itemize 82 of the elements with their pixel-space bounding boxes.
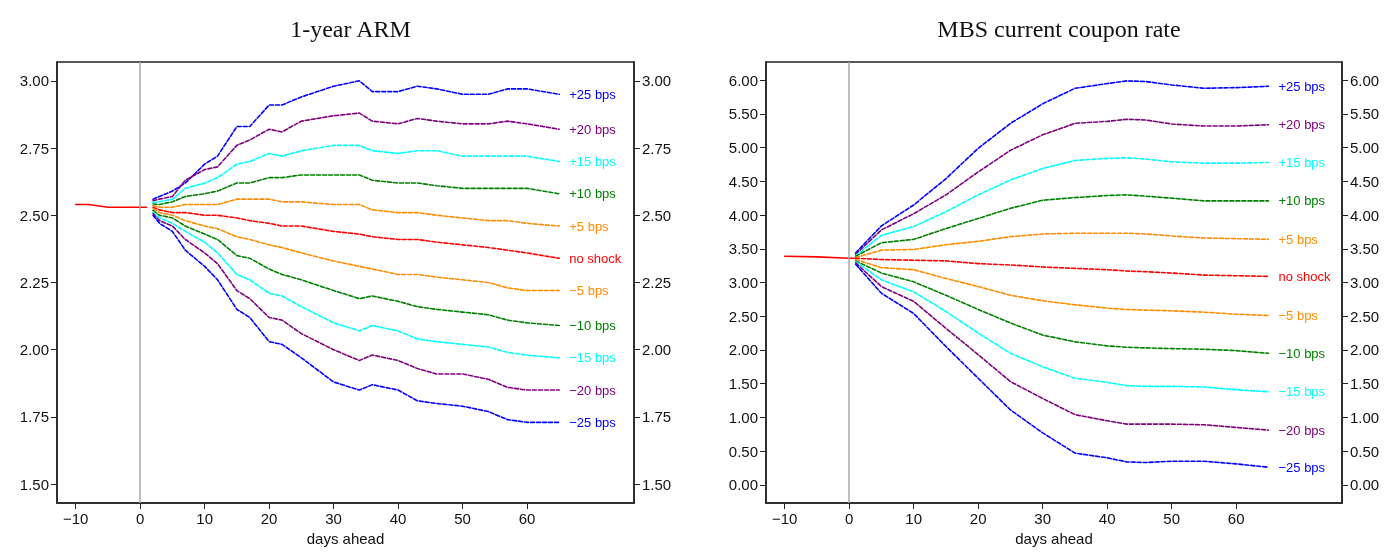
x-axis-title: days ahead: [306, 529, 385, 547]
y-tick-label: 0.00: [728, 476, 758, 494]
y-tick-label: 3.00: [19, 72, 49, 90]
y-tick-label: 5.50: [728, 105, 758, 123]
y-tick-label: 1.00: [728, 408, 758, 426]
y2-tick-label: 1.00: [1350, 408, 1380, 426]
series-label: −20 bps: [569, 382, 617, 398]
series-label: +15 bps: [569, 153, 617, 169]
series-label: −10 bps: [1278, 345, 1326, 361]
series-label: −5 bps: [569, 283, 610, 299]
series-label: +10 bps: [1278, 193, 1326, 209]
series-label: −5 bps: [1278, 308, 1319, 324]
x-tick-label: 10: [905, 510, 923, 527]
y2-tick-label: 4.50: [1350, 172, 1380, 190]
y2-tick-label: 3.00: [642, 72, 672, 90]
series-label: no shock: [1278, 268, 1331, 284]
y2-tick-label: 3.00: [1350, 274, 1380, 291]
y2-tick-label: 2.50: [1350, 307, 1380, 325]
series-label: +25 bps: [1278, 78, 1326, 94]
series-label: +25 bps: [569, 86, 617, 102]
x-tick-label: −10: [62, 510, 89, 527]
y-tick-label: 2.00: [19, 341, 49, 359]
series-label: −20 bps: [1278, 422, 1326, 438]
y2-tick-label: 2.75: [642, 139, 672, 157]
y2-tick-label: 5.50: [1350, 105, 1380, 123]
y2-tick-label: 5.00: [1350, 139, 1380, 157]
y2-tick-label: 2.00: [1350, 341, 1380, 359]
x-tick-label: 0: [135, 510, 145, 527]
y-tick-label: 4.00: [728, 206, 758, 224]
x-tick-label: 60: [518, 510, 536, 527]
x-tick-label: 40: [1098, 510, 1116, 527]
y2-tick-label: 2.25: [642, 274, 672, 291]
x-tick-label: 50: [454, 510, 471, 527]
series-label: −25 bps: [569, 414, 617, 430]
y-tick-label: 1.50: [728, 375, 758, 393]
chart-title: 1-year ARM: [290, 16, 411, 42]
y-tick-label: 0.50: [728, 442, 758, 460]
y-tick-label: 1.75: [19, 408, 49, 426]
y2-tick-label: 4.00: [1350, 206, 1380, 224]
y2-tick-label: 1.50: [642, 475, 672, 493]
y2-tick-label: 1.75: [642, 408, 672, 426]
series-label: +20 bps: [569, 121, 617, 137]
y2-tick-label: 2.50: [642, 206, 672, 224]
x-axis-title: days ahead: [1015, 529, 1093, 547]
y-tick-label: 2.50: [19, 206, 49, 224]
x-tick-label: 40: [389, 510, 407, 527]
y-tick-label: 2.50: [728, 307, 758, 325]
y2-tick-label: 6.00: [1350, 71, 1380, 89]
x-tick-label: 0: [845, 510, 854, 527]
y2-tick-label: 2.00: [642, 341, 672, 359]
x-tick-label: 10: [196, 510, 213, 527]
y-tick-label: 2.75: [19, 139, 49, 157]
x-tick-label: 20: [969, 510, 987, 527]
y-tick-label: 2.00: [728, 341, 758, 359]
series-label: −10 bps: [569, 318, 617, 334]
y2-tick-label: 0.50: [1350, 442, 1380, 460]
x-tick-label: 30: [325, 510, 342, 527]
x-tick-label: −10: [771, 510, 798, 527]
y-tick-label: 5.00: [728, 139, 758, 157]
x-tick-label: 20: [260, 510, 278, 527]
y2-tick-label: 1.50: [1350, 375, 1380, 393]
y-tick-label: 4.50: [728, 172, 758, 190]
y-tick-label: 1.50: [19, 475, 49, 493]
series-label: no shock: [569, 250, 622, 266]
y-tick-label: 3.50: [728, 240, 758, 258]
y-tick-label: 6.00: [728, 71, 758, 89]
series-label: +5 bps: [569, 218, 610, 234]
x-tick-label: 30: [1034, 510, 1052, 527]
series-label: −15 bps: [569, 350, 617, 366]
x-tick-label: 50: [1163, 510, 1181, 527]
x-tick-label: 60: [1227, 510, 1245, 527]
series-label: −15 bps: [1278, 384, 1326, 400]
series-label: +5 bps: [1278, 231, 1319, 247]
chart-title: MBS current coupon rate: [937, 16, 1181, 42]
y-tick-label: 3.00: [728, 274, 758, 291]
y-tick-label: 2.25: [19, 274, 49, 291]
series-label: +15 bps: [1278, 154, 1326, 170]
y2-tick-label: 3.50: [1350, 240, 1380, 258]
series-label: −25 bps: [1278, 459, 1326, 475]
series-label: +20 bps: [1278, 117, 1326, 133]
series-label: +10 bps: [569, 186, 617, 202]
y2-tick-label: 0.00: [1350, 476, 1380, 494]
